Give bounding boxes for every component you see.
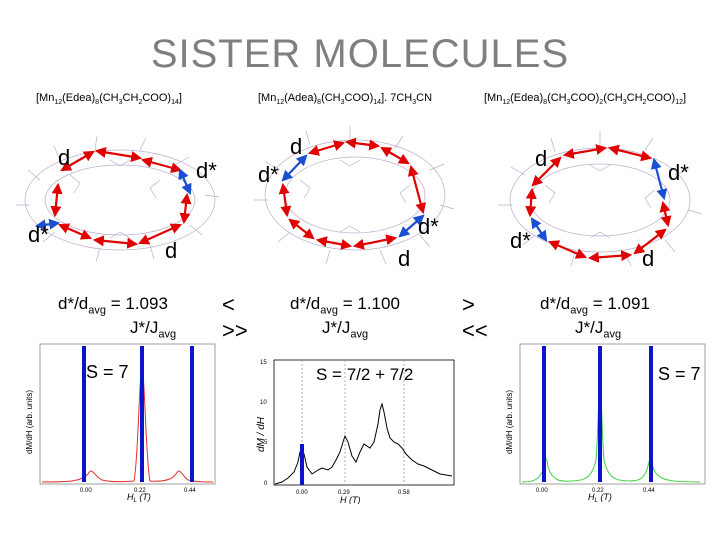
ratio-j-left: J*/Javg xyxy=(130,318,177,341)
label-dstar-center-right: d* xyxy=(418,214,439,239)
blue-arrows-left xyxy=(34,167,192,231)
plot-left-tick-0: 0.00 xyxy=(80,488,92,494)
plot-left-frame xyxy=(39,343,216,485)
formula-right: [Mn12(Edea)8(CH3COO)2(CH3CH2COO)12] xyxy=(484,92,687,107)
red-arrows-right xyxy=(525,144,672,263)
plot-center-ytick-2: 10 xyxy=(260,400,267,406)
label-dstar-right-left: d* xyxy=(510,228,531,253)
ratio-d-center: d*/davg = 1.100 xyxy=(290,294,400,317)
plot-right-tick-1: 0.22 xyxy=(592,488,604,494)
red-arrows-center xyxy=(278,137,427,250)
plot-center-ytick-1: 5 xyxy=(264,440,268,446)
plot-center-ytick-3: 15 xyxy=(260,360,267,366)
label-d-right-bottom: d xyxy=(642,246,655,271)
formula-left: [Mn12(Edea)8(CH3CH2COO)14] xyxy=(36,92,182,107)
plot-center-tick-1: 0.29 xyxy=(338,490,350,496)
plot-right-tick-0: 0.00 xyxy=(536,488,548,494)
plot-left-tick-1: 0.22 xyxy=(134,488,146,494)
plot-left-xlabel: HL (T) xyxy=(127,492,151,502)
plot-right-frame xyxy=(519,343,706,485)
ratio-d-right: d*/davg = 1.091 xyxy=(540,294,650,317)
plot-right-tick-2: 0.44 xyxy=(643,488,655,494)
label-d-right-top: d xyxy=(535,146,548,171)
plot-left-ylabel: dM/dH (arb. units) xyxy=(25,390,34,454)
plot-left-tick-2: 0.44 xyxy=(184,488,196,494)
blue-arrows-center xyxy=(281,154,425,238)
label-dstar-right-right: d* xyxy=(668,160,689,185)
label-d-left-bottom: d xyxy=(165,238,178,263)
plot-center-ylabel: dM / dH xyxy=(256,416,267,452)
plot-right-ylabel: dM/dH (arb. units) xyxy=(505,390,514,454)
ratio-j-center: J*/Javg xyxy=(322,318,369,341)
plot-right: 0.00 0.22 0.44 HL (T) dM/dH (arb. units)… xyxy=(505,343,706,502)
molecule-rings xyxy=(16,126,703,267)
label-dstar-left-left: d* xyxy=(28,222,49,247)
label-dstar-center-left: d* xyxy=(258,162,279,187)
formula-center: [Mn12(Adea)8(CH3COO)14]. 7CH3CN xyxy=(258,92,433,107)
blue-arrows-right xyxy=(530,157,668,242)
ratio-j-right: J*/Javg xyxy=(575,318,622,341)
comparison-right: > << xyxy=(462,292,488,343)
label-dstar-left-right: d* xyxy=(196,158,217,183)
plot-left: 0.00 0.22 0.44 HL (T) dM/dH (arb. units)… xyxy=(25,343,216,502)
plot-center-tick-2: 0.58 xyxy=(398,490,410,496)
plot-right-xlabel: HL (T) xyxy=(588,492,612,502)
label-d-left-top: d xyxy=(58,145,71,170)
label-d-center-bottom: d xyxy=(398,246,411,271)
plot-right-spin: S = 7 xyxy=(658,364,701,384)
plot-center: 0 5 10 15 0.00 0.29 0.58 H (T) dM / dH S… xyxy=(256,359,455,504)
label-d-center-top: d xyxy=(290,134,303,159)
plot-center-xlabel: H (T) xyxy=(340,495,361,504)
ratio-d-left: d*/davg = 1.093 xyxy=(58,294,168,317)
plot-center-spin: S = 7/2 + 7/2 xyxy=(316,365,413,384)
plot-center-tick-0: 0.00 xyxy=(296,490,308,496)
red-arrows-left xyxy=(50,146,192,249)
plot-left-spin: S = 7 xyxy=(86,362,129,382)
slide-title: SISTER MOLECULES xyxy=(150,32,570,76)
plot-center-ytick-0: 0 xyxy=(264,481,268,487)
comparison-left: < >> xyxy=(222,292,248,343)
